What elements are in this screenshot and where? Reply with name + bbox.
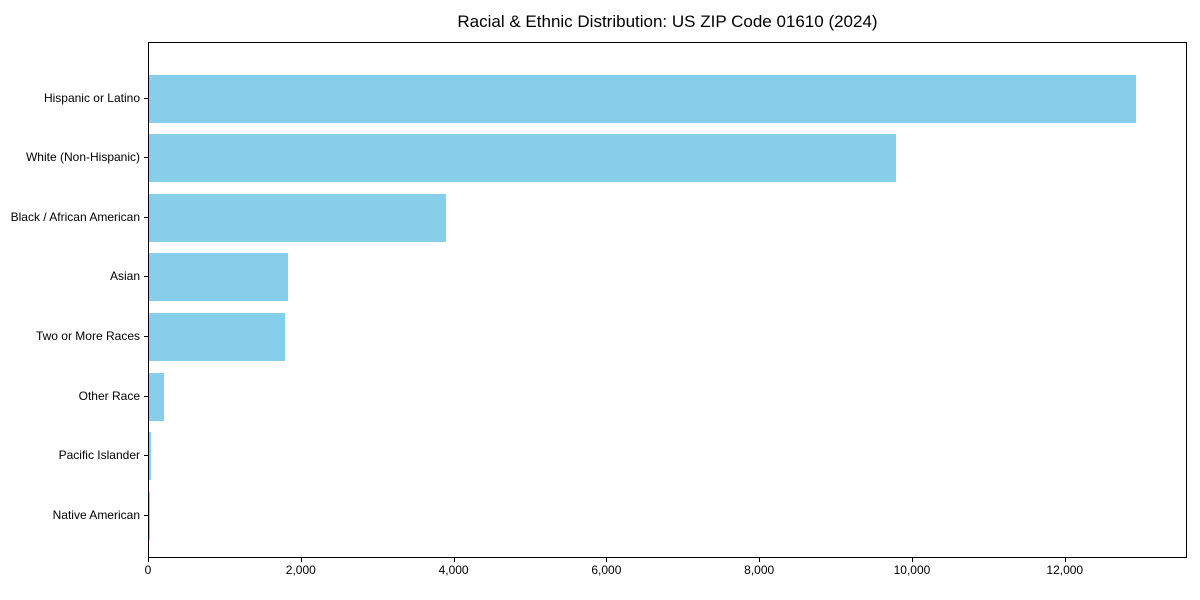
y-tick-label: Hispanic or Latino: [43, 90, 140, 105]
x-tick-label: 8,000: [744, 563, 775, 577]
x-tick-mark: [300, 558, 302, 562]
plot-area: [148, 42, 1187, 558]
x-tick-mark: [759, 558, 761, 562]
x-tick-mark: [453, 558, 455, 562]
bar: [149, 372, 165, 421]
y-tick-label: White (Non-Hispanic): [25, 150, 140, 165]
y-tick-label: Two or More Races: [35, 329, 140, 344]
bar: [149, 74, 1137, 123]
x-tick-label: 0: [144, 563, 152, 577]
y-tick-label: Native American: [52, 507, 140, 522]
y-tick-mark: [144, 216, 148, 218]
y-tick-mark: [144, 336, 148, 338]
y-tick-label: Other Race: [78, 388, 140, 403]
bar: [149, 313, 285, 362]
y-tick-label: Black / African American: [10, 209, 140, 224]
y-tick-mark: [144, 514, 148, 516]
y-tick-mark: [144, 157, 148, 159]
x-tick-mark: [148, 558, 149, 562]
x-tick-mark: [911, 558, 913, 562]
x-tick-label: 10,000: [893, 563, 931, 577]
y-tick-label: Pacific Islander: [58, 448, 140, 463]
x-tick-label: 4,000: [438, 563, 469, 577]
x-tick-mark: [606, 558, 608, 562]
y-tick-label: Asian: [109, 269, 140, 284]
x-tick-mark: [1064, 558, 1066, 562]
bar: [149, 491, 150, 540]
bar: [149, 432, 151, 481]
chart-title: Racial & Ethnic Distribution: US ZIP Cod…: [457, 12, 878, 31]
bar: [149, 253, 288, 302]
x-tick-label: 6,000: [591, 563, 622, 577]
bar: [149, 193, 447, 242]
y-tick-mark: [144, 395, 148, 397]
y-tick-mark: [144, 455, 148, 457]
x-tick-label: 2,000: [285, 563, 316, 577]
bar: [149, 134, 897, 183]
y-tick-mark: [144, 97, 148, 99]
y-tick-mark: [144, 276, 148, 278]
x-tick-label: 12,000: [1046, 563, 1084, 577]
